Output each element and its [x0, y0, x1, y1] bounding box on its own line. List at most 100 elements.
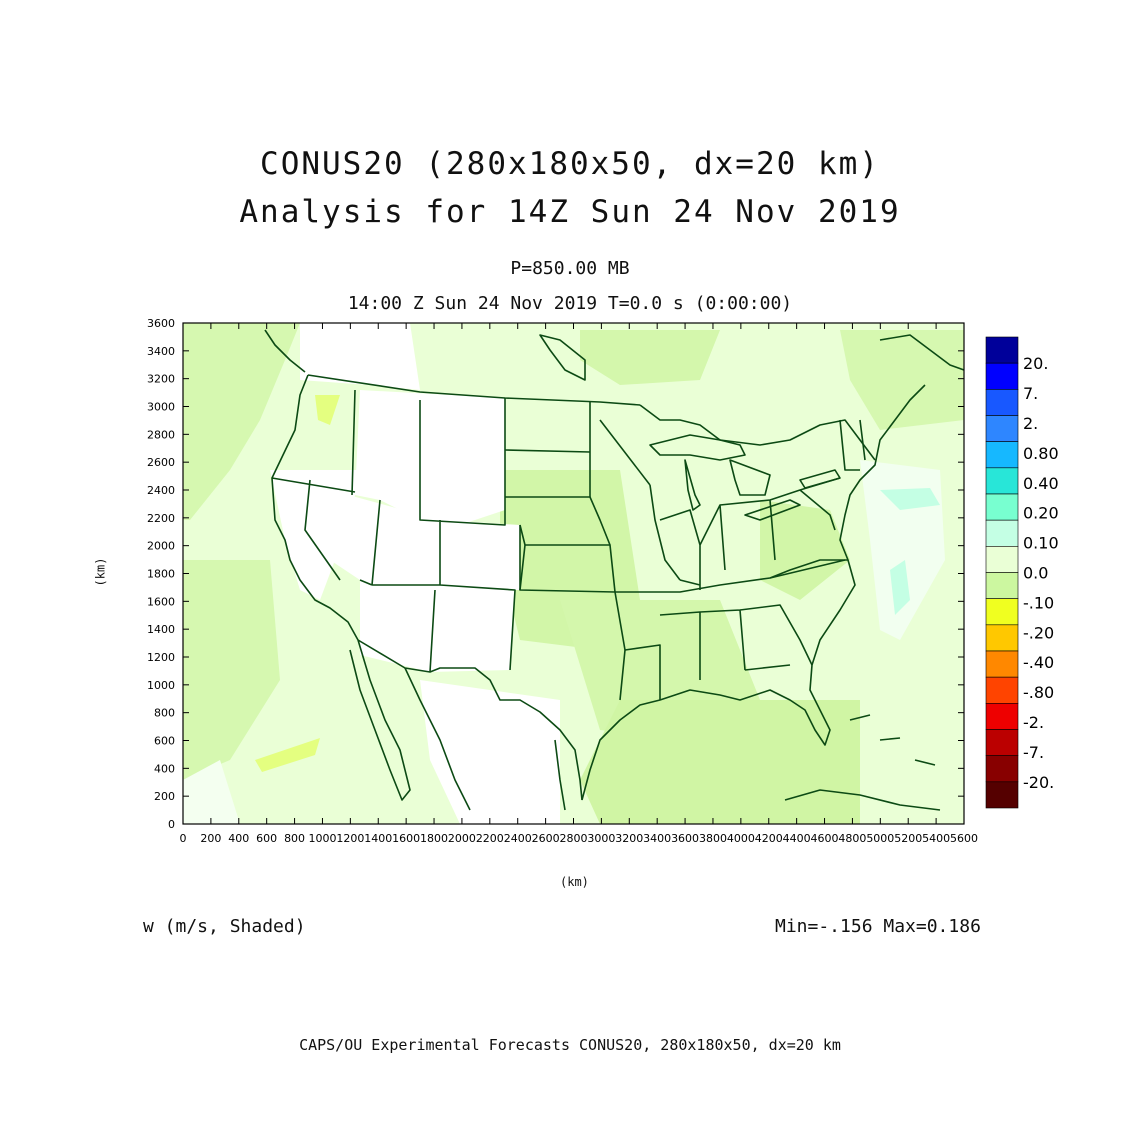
pressure-level: P=850.00 MB	[510, 258, 630, 279]
colorbar: 20. 7. 2. 0.80 0.40 0.20 0.10 0.0 -.10 -.20 -.40 -.…	[985, 336, 1059, 809]
x-tick-label: 4800	[838, 832, 866, 845]
colorbar-swatch	[985, 755, 1019, 783]
footer-credit: CAPS/OU Experimental Forecasts CONUS20, …	[299, 1036, 841, 1054]
x-axis-ticks: 0 200 400 600 800 1000 1200 1400 1600 1800 2000 220…	[180, 323, 978, 845]
y-tick-label: 400	[154, 762, 175, 775]
colorbar-swatch	[985, 389, 1019, 416]
colorbar-label: 0.40	[1023, 474, 1059, 493]
mexico-west-coast	[404, 667, 471, 811]
x-tick-label: 5600	[950, 832, 978, 845]
field-patch-negative	[315, 395, 340, 425]
shaded-field	[183, 323, 964, 824]
colorbar-swatch	[985, 676, 1019, 704]
map-subtitle: Analysis for 14Z Sun 24 Nov 2019	[239, 194, 901, 230]
field-patch-positive	[880, 488, 940, 510]
east-coastline	[811, 384, 926, 666]
colorbar-label: -.80	[1023, 683, 1054, 702]
field-patch	[183, 560, 280, 780]
x-tick-label: 2200	[476, 832, 504, 845]
field-patch	[580, 700, 860, 824]
colorbar-label: -7.	[1023, 743, 1044, 762]
x-tick-label: 2800	[560, 832, 588, 845]
lake-erie	[744, 499, 801, 521]
x-tick-label: 3200	[615, 832, 643, 845]
lake-winnipeg	[539, 334, 586, 381]
x-tick-label: 2400	[504, 832, 532, 845]
eastern-state-lines	[769, 419, 866, 579]
map-boundaries	[264, 329, 965, 811]
field-patch	[840, 330, 964, 430]
colorbar-swatch	[985, 336, 1019, 364]
y-tick-label: 3400	[147, 345, 175, 358]
colorbar-label: -.40	[1023, 653, 1054, 672]
colorbar-swatch	[985, 703, 1019, 730]
field-patch	[183, 760, 240, 824]
x-tick-label: 5000	[866, 832, 894, 845]
y-tick-label: 0	[168, 818, 175, 831]
colorbar-swatch	[985, 572, 1019, 599]
x-tick-label: 1800	[420, 832, 448, 845]
great-lakes-border	[639, 404, 876, 461]
y-tick-label: 1400	[147, 623, 175, 636]
x-tick-label: 0	[180, 832, 187, 845]
colorbar-swatch	[985, 781, 1019, 809]
y-tick-label: 3600	[147, 317, 175, 330]
lake-huron	[729, 459, 771, 496]
x-tick-label: 4600	[811, 832, 839, 845]
gulf-coastline	[581, 664, 831, 801]
y-tick-label: 1200	[147, 651, 175, 664]
field-patch	[580, 330, 720, 385]
colorbar-swatch	[985, 624, 1019, 652]
y-tick-label: 1600	[147, 595, 175, 608]
x-tick-label: 600	[256, 832, 277, 845]
colorbar-swatch	[985, 493, 1019, 521]
cuba-coast	[784, 789, 941, 811]
x-tick-label: 1400	[364, 832, 392, 845]
bahamas	[849, 714, 936, 766]
colorbar-swatch	[985, 415, 1019, 442]
y-axis-unit: (km)	[93, 557, 108, 587]
colorbar-swatch	[985, 598, 1019, 626]
field-patch-zero	[420, 680, 560, 824]
colorbar-label: -.10	[1023, 593, 1054, 612]
lake-superior	[649, 434, 746, 461]
x-tick-label: 1600	[392, 832, 420, 845]
colorbar-swatch	[985, 729, 1019, 756]
x-tick-label: 5400	[922, 832, 950, 845]
colorbar-label: 0.10	[1023, 534, 1059, 553]
colorbar-swatch	[985, 650, 1019, 678]
y-tick-label: 600	[154, 735, 175, 748]
x-tick-label: 4400	[783, 832, 811, 845]
variable-label: w (m/s, Shaded)	[143, 916, 306, 937]
x-tick-label: 2000	[448, 832, 476, 845]
y-tick-label: 2000	[147, 540, 175, 553]
y-tick-label: 2800	[147, 428, 175, 441]
colorbar-swatch	[985, 467, 1019, 495]
x-axis-unit: (km)	[560, 875, 589, 889]
colorbar-swatch	[985, 519, 1019, 547]
y-tick-label: 2600	[147, 456, 175, 469]
y-tick-label: 1000	[147, 679, 175, 692]
y-tick-label: 2200	[147, 512, 175, 525]
western-state-lines	[351, 389, 521, 673]
colorbar-label: -2.	[1023, 713, 1044, 732]
field-patch	[183, 323, 300, 520]
canada-west-coast	[264, 329, 306, 373]
x-tick-label: 200	[200, 832, 221, 845]
x-tick-label: 4000	[727, 832, 755, 845]
x-tick-label: 1000	[308, 832, 336, 845]
colorbar-label: 0.80	[1023, 444, 1059, 463]
y-tick-label: 200	[154, 790, 175, 803]
y-tick-label: 800	[154, 707, 175, 720]
y-tick-label: 3000	[147, 401, 175, 414]
colorbar-swatch	[985, 362, 1019, 390]
baja-coast	[349, 639, 411, 801]
colorbar-swatch	[985, 441, 1019, 469]
field-patch-zero	[360, 580, 515, 672]
x-tick-label: 4200	[755, 832, 783, 845]
y-tick-label: 1800	[147, 568, 175, 581]
field-patch-zero	[300, 323, 420, 390]
colorbar-label: 7.	[1023, 384, 1038, 403]
pacific-state-lines	[271, 477, 373, 586]
x-tick-label: 2600	[532, 832, 560, 845]
